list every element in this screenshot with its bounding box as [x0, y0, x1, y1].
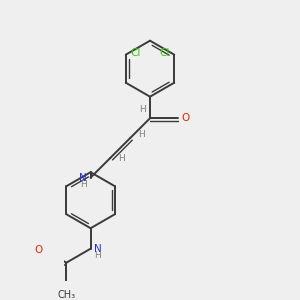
Text: Cl: Cl [160, 47, 170, 58]
Text: O: O [34, 245, 43, 255]
Text: H: H [140, 106, 146, 115]
Text: N: N [94, 244, 102, 254]
Text: H: H [118, 154, 125, 164]
Text: H: H [80, 180, 87, 189]
Text: O: O [182, 113, 190, 123]
Text: H: H [94, 251, 101, 260]
Text: H: H [138, 130, 145, 139]
Text: Cl: Cl [130, 47, 140, 58]
Text: CH₃: CH₃ [57, 290, 75, 300]
Text: N: N [79, 173, 87, 183]
